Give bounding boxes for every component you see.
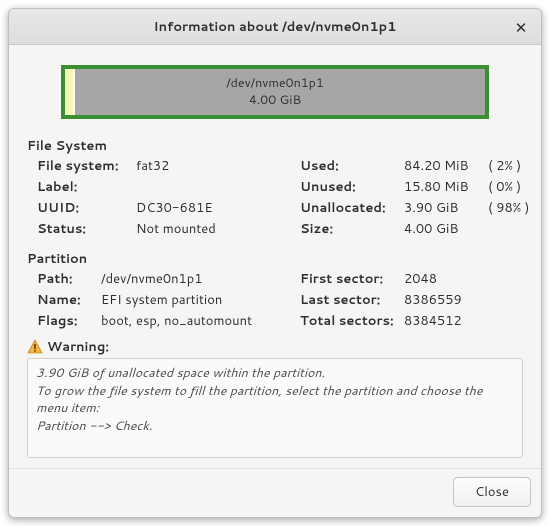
fs-left-value: Not mounted <box>136 220 296 238</box>
usage-device: /dev/nvme0n1p1 <box>226 74 324 92</box>
partition-usage-label: /dev/nvme0n1p1 4.00 GiB <box>65 75 485 109</box>
fs-right-pct: ( 98% ) <box>488 199 538 217</box>
fs-left-key: Label: <box>37 178 132 196</box>
fs-right-pct: ( 0% ) <box>488 178 538 196</box>
content-area: /dev/nvme0n1p1 4.00 GiB File System File… <box>9 45 541 468</box>
fs-right-key: Size: <box>300 220 400 238</box>
window-title: Information about /dev/nvme0n1p1 <box>154 18 397 36</box>
dialog-footer: Close <box>9 468 541 517</box>
part-left-value: boot, esp, no_automount <box>101 312 296 330</box>
part-right-value: 8384512 <box>404 312 524 330</box>
part-right-value: 2048 <box>404 270 524 288</box>
fs-right-value: 4.00 GiB <box>404 220 484 238</box>
fs-right-value: 15.80 MiB <box>404 178 484 196</box>
fs-right-value: 84.20 MiB <box>404 157 484 175</box>
fs-left-value: DC30-681E <box>136 199 296 217</box>
fs-right-pct <box>488 220 538 238</box>
filesystem-heading: File System <box>27 137 523 155</box>
fs-left-key: UUID: <box>37 199 132 217</box>
warning-line: To grow the file system to fill the part… <box>36 382 483 418</box>
fs-left-key: Status: <box>37 220 132 238</box>
fs-left-key: File system: <box>37 157 132 175</box>
warning-line: 3.90 GiB of unallocated space within the… <box>36 364 325 382</box>
fs-right-key: Used: <box>300 157 400 175</box>
warning-row: Warning: <box>27 338 523 356</box>
fs-right-key: Unallocated: <box>300 199 400 217</box>
fs-left-value <box>136 178 296 196</box>
part-right-value: 8386559 <box>404 291 524 309</box>
warning-icon <box>27 339 43 355</box>
usage-size: 4.00 GiB <box>249 91 301 109</box>
close-button[interactable]: Close <box>453 477 531 507</box>
partition-usage-bar: /dev/nvme0n1p1 4.00 GiB <box>61 65 489 119</box>
part-right-key: Total sectors: <box>300 312 400 330</box>
fs-right-key: Unused: <box>300 178 400 196</box>
part-right-key: Last sector: <box>300 291 400 309</box>
warning-label: Warning: <box>47 338 109 356</box>
warning-box: 3.90 GiB of unallocated space within the… <box>27 358 523 458</box>
part-left-value: /dev/nvme0n1p1 <box>101 270 296 288</box>
part-left-key: Name: <box>37 291 97 309</box>
close-icon[interactable]: ✕ <box>509 15 533 39</box>
fs-right-value: 3.90 GiB <box>404 199 484 217</box>
part-left-value: EFI system partition <box>101 291 296 309</box>
warning-line: Partition --> Check. <box>36 417 152 435</box>
fs-right-pct: ( 2% ) <box>488 157 538 175</box>
dialog-window: Information about /dev/nvme0n1p1 ✕ /dev/… <box>8 8 542 518</box>
filesystem-grid: File system:fat32Used:84.20 MiB( 2% )Lab… <box>37 157 523 238</box>
part-right-key: First sector: <box>300 270 400 288</box>
fs-left-value: fat32 <box>136 157 296 175</box>
part-left-key: Flags: <box>37 312 97 330</box>
partition-grid: Path:/dev/nvme0n1p1First sector:2048 Name… <box>37 270 523 330</box>
partition-heading: Partition <box>27 250 523 268</box>
part-left-key: Path: <box>37 270 97 288</box>
titlebar: Information about /dev/nvme0n1p1 ✕ <box>9 9 541 45</box>
